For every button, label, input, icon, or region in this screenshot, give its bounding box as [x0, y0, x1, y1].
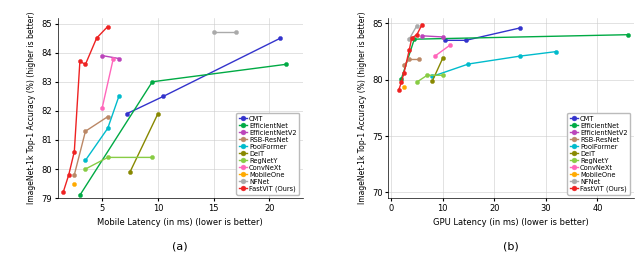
Text: (a): (a): [172, 242, 188, 251]
Y-axis label: ImageNet-1k Top-1 Accuracy (%) (higher is better): ImageNet-1k Top-1 Accuracy (%) (higher i…: [358, 12, 367, 204]
X-axis label: GPU Latency (in ms) (lower is better): GPU Latency (in ms) (lower is better): [433, 218, 589, 227]
X-axis label: Mobile Latency (in ms) (lower is better): Mobile Latency (in ms) (lower is better): [97, 218, 263, 227]
Text: (b): (b): [503, 242, 519, 251]
Legend: CMT, EfficientNet, EfficientNetV2, RSB-ResNet, PoolFormer, DeiT, RegNetY, ConvNe: CMT, EfficientNet, EfficientNetV2, RSB-R…: [567, 113, 630, 195]
Y-axis label: ImageNet-1k Top-1 Accuracy (%) (higher is better): ImageNet-1k Top-1 Accuracy (%) (higher i…: [27, 12, 36, 204]
Legend: CMT, EfficientNet, EfficientNetV2, RSB-ResNet, PoolFormer, DeiT, RegNetY, ConvNe: CMT, EfficientNet, EfficientNetV2, RSB-R…: [236, 113, 300, 195]
